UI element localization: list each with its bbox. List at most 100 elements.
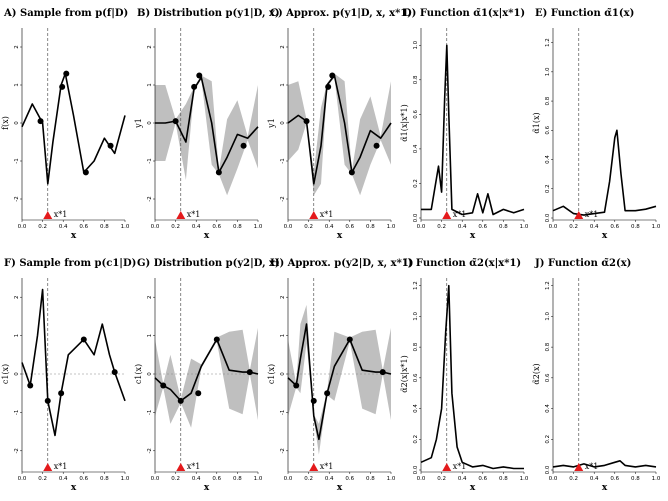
x-tick-label: 0.4	[192, 224, 201, 230]
data-point	[107, 142, 114, 149]
data-point	[215, 169, 222, 176]
y-tick-label: 1	[147, 83, 153, 87]
x-tick-label: 0.6	[610, 224, 619, 230]
y-tick-label: 2	[280, 45, 286, 49]
x-tick-label: 0.4	[590, 476, 599, 482]
y-tick-label: 0.2	[545, 435, 551, 444]
data-point	[172, 118, 179, 125]
query-point-label: x*1	[320, 462, 334, 471]
x-tick-label: 0.2	[437, 476, 446, 482]
y-tick-label: 0.6	[545, 373, 551, 382]
data-point	[111, 369, 118, 376]
uncertainty-band	[288, 304, 391, 455]
y-tick-label: 0.8	[545, 342, 551, 351]
data-point	[303, 118, 310, 125]
x-tick-label: 0.6	[345, 476, 354, 482]
x-tick-label: 0.8	[499, 224, 508, 230]
y-tick-label: 0	[14, 372, 20, 376]
y-tick-label: 1	[14, 334, 20, 338]
y-tick-label: 0	[280, 121, 286, 125]
y-tick-label: -2	[14, 448, 20, 453]
series-line	[552, 129, 657, 216]
y-tick-label: 1	[280, 83, 286, 87]
x-tick-label: 0.0	[151, 224, 160, 230]
x-tick-label: 0.4	[192, 476, 201, 482]
panel-title: I) Function α̃2(x|x*1)	[403, 258, 521, 269]
y-tick-label: 2	[147, 45, 153, 49]
panel-title: D) Function α̃1(x|x*1)	[403, 8, 525, 19]
y-tick-label: 0.0	[413, 213, 419, 222]
x-tick-label: 1.0	[254, 476, 263, 482]
data-point	[213, 336, 220, 343]
x-tick-label: 1.0	[121, 476, 130, 482]
y-tick-label: 0.0	[413, 465, 419, 474]
y-tick-label: -2	[14, 196, 20, 201]
query-point-label: x*1	[320, 210, 334, 219]
y-tick-label: 0.4	[545, 155, 551, 164]
y-tick-label: 0.0	[545, 465, 551, 474]
data-point	[59, 83, 66, 90]
panel-title: B) Distribution p(y1|D, x)	[137, 8, 280, 19]
data-point	[27, 382, 34, 389]
x-tick-label: 0.6	[478, 476, 487, 482]
y-tick-label: -2	[280, 448, 286, 453]
x-tick-label: 0.8	[631, 476, 640, 482]
query-point-label: x*1	[585, 462, 599, 471]
panel-j: J) Function α̃2(x) 0.0 0.2 0.4 0.6 0.8 1.0 0.0 0…	[532, 258, 661, 493]
data-point	[329, 72, 336, 79]
data-point	[240, 142, 247, 149]
query-point-marker	[309, 463, 319, 471]
x-tick-label: 0.0	[417, 476, 426, 482]
x-axis-label: x	[602, 483, 608, 493]
y-tick-label: 1.0	[413, 40, 419, 49]
series-line	[552, 460, 657, 468]
y-tick-label: -1	[14, 158, 20, 163]
x-tick-label: 0.4	[590, 224, 599, 230]
panel-e: E) Function α̃1(x) 0.0 0.2 0.4 0.6 0.8 1.0 0.0 0…	[532, 8, 661, 241]
panel-b: B) Distribution p(y1|D, x) 0.0 0.2 0.4 0.6 0.…	[134, 8, 280, 241]
x-tick-label: 0.2	[437, 224, 446, 230]
data-point	[324, 390, 331, 397]
x-axis-label: x	[204, 483, 210, 493]
x-tick-label: 0.8	[100, 476, 109, 482]
panel-h: H) Approx. p(y2|D, x, x*1) 0.0 0.2 0.4 0.6 0.…	[267, 258, 413, 493]
y-tick-label: -1	[147, 158, 153, 163]
y-tick-label: 1.0	[545, 67, 551, 76]
series-line	[21, 72, 126, 185]
x-tick-label: 0.2	[304, 224, 313, 230]
data-point	[373, 142, 380, 149]
y-tick-label: -2	[147, 448, 153, 453]
y-tick-label: 0.2	[413, 435, 419, 444]
data-point	[379, 369, 386, 376]
x-tick-label: 0.8	[233, 476, 242, 482]
x-tick-label: 0.2	[304, 476, 313, 482]
x-tick-label: 0.4	[59, 476, 68, 482]
query-point-marker	[442, 463, 452, 471]
data-point	[191, 83, 198, 90]
x-axis-label: x	[602, 231, 608, 241]
y-axis-label: α̃2(x)	[532, 363, 541, 384]
y-tick-label: 0.6	[413, 109, 419, 118]
y-tick-label: 2	[14, 295, 20, 299]
x-tick-label: 0.2	[38, 476, 47, 482]
x-tick-label: 0.0	[18, 476, 27, 482]
x-axis-label: x	[337, 483, 343, 493]
x-tick-label: 0.8	[366, 476, 375, 482]
query-point-label: x*1	[187, 210, 201, 219]
x-tick-label: 0.8	[100, 224, 109, 230]
x-tick-label: 1.0	[652, 476, 661, 482]
y-tick-label: 0.4	[413, 144, 419, 153]
y-axis-label: f(x)	[1, 116, 10, 130]
y-tick-label: 0.4	[545, 404, 551, 413]
x-axis-label: x	[470, 483, 476, 493]
x-tick-label: 0.4	[458, 476, 467, 482]
query-point-marker	[176, 211, 186, 219]
x-tick-label: 0.2	[569, 476, 578, 482]
x-tick-label: 0.0	[549, 224, 558, 230]
y-tick-label: 1.0	[413, 312, 419, 321]
query-point-label: x*1	[54, 462, 68, 471]
x-tick-label: 1.0	[387, 476, 396, 482]
data-point	[177, 397, 184, 404]
y-tick-label: 1.2	[545, 281, 551, 290]
data-point	[325, 83, 332, 90]
